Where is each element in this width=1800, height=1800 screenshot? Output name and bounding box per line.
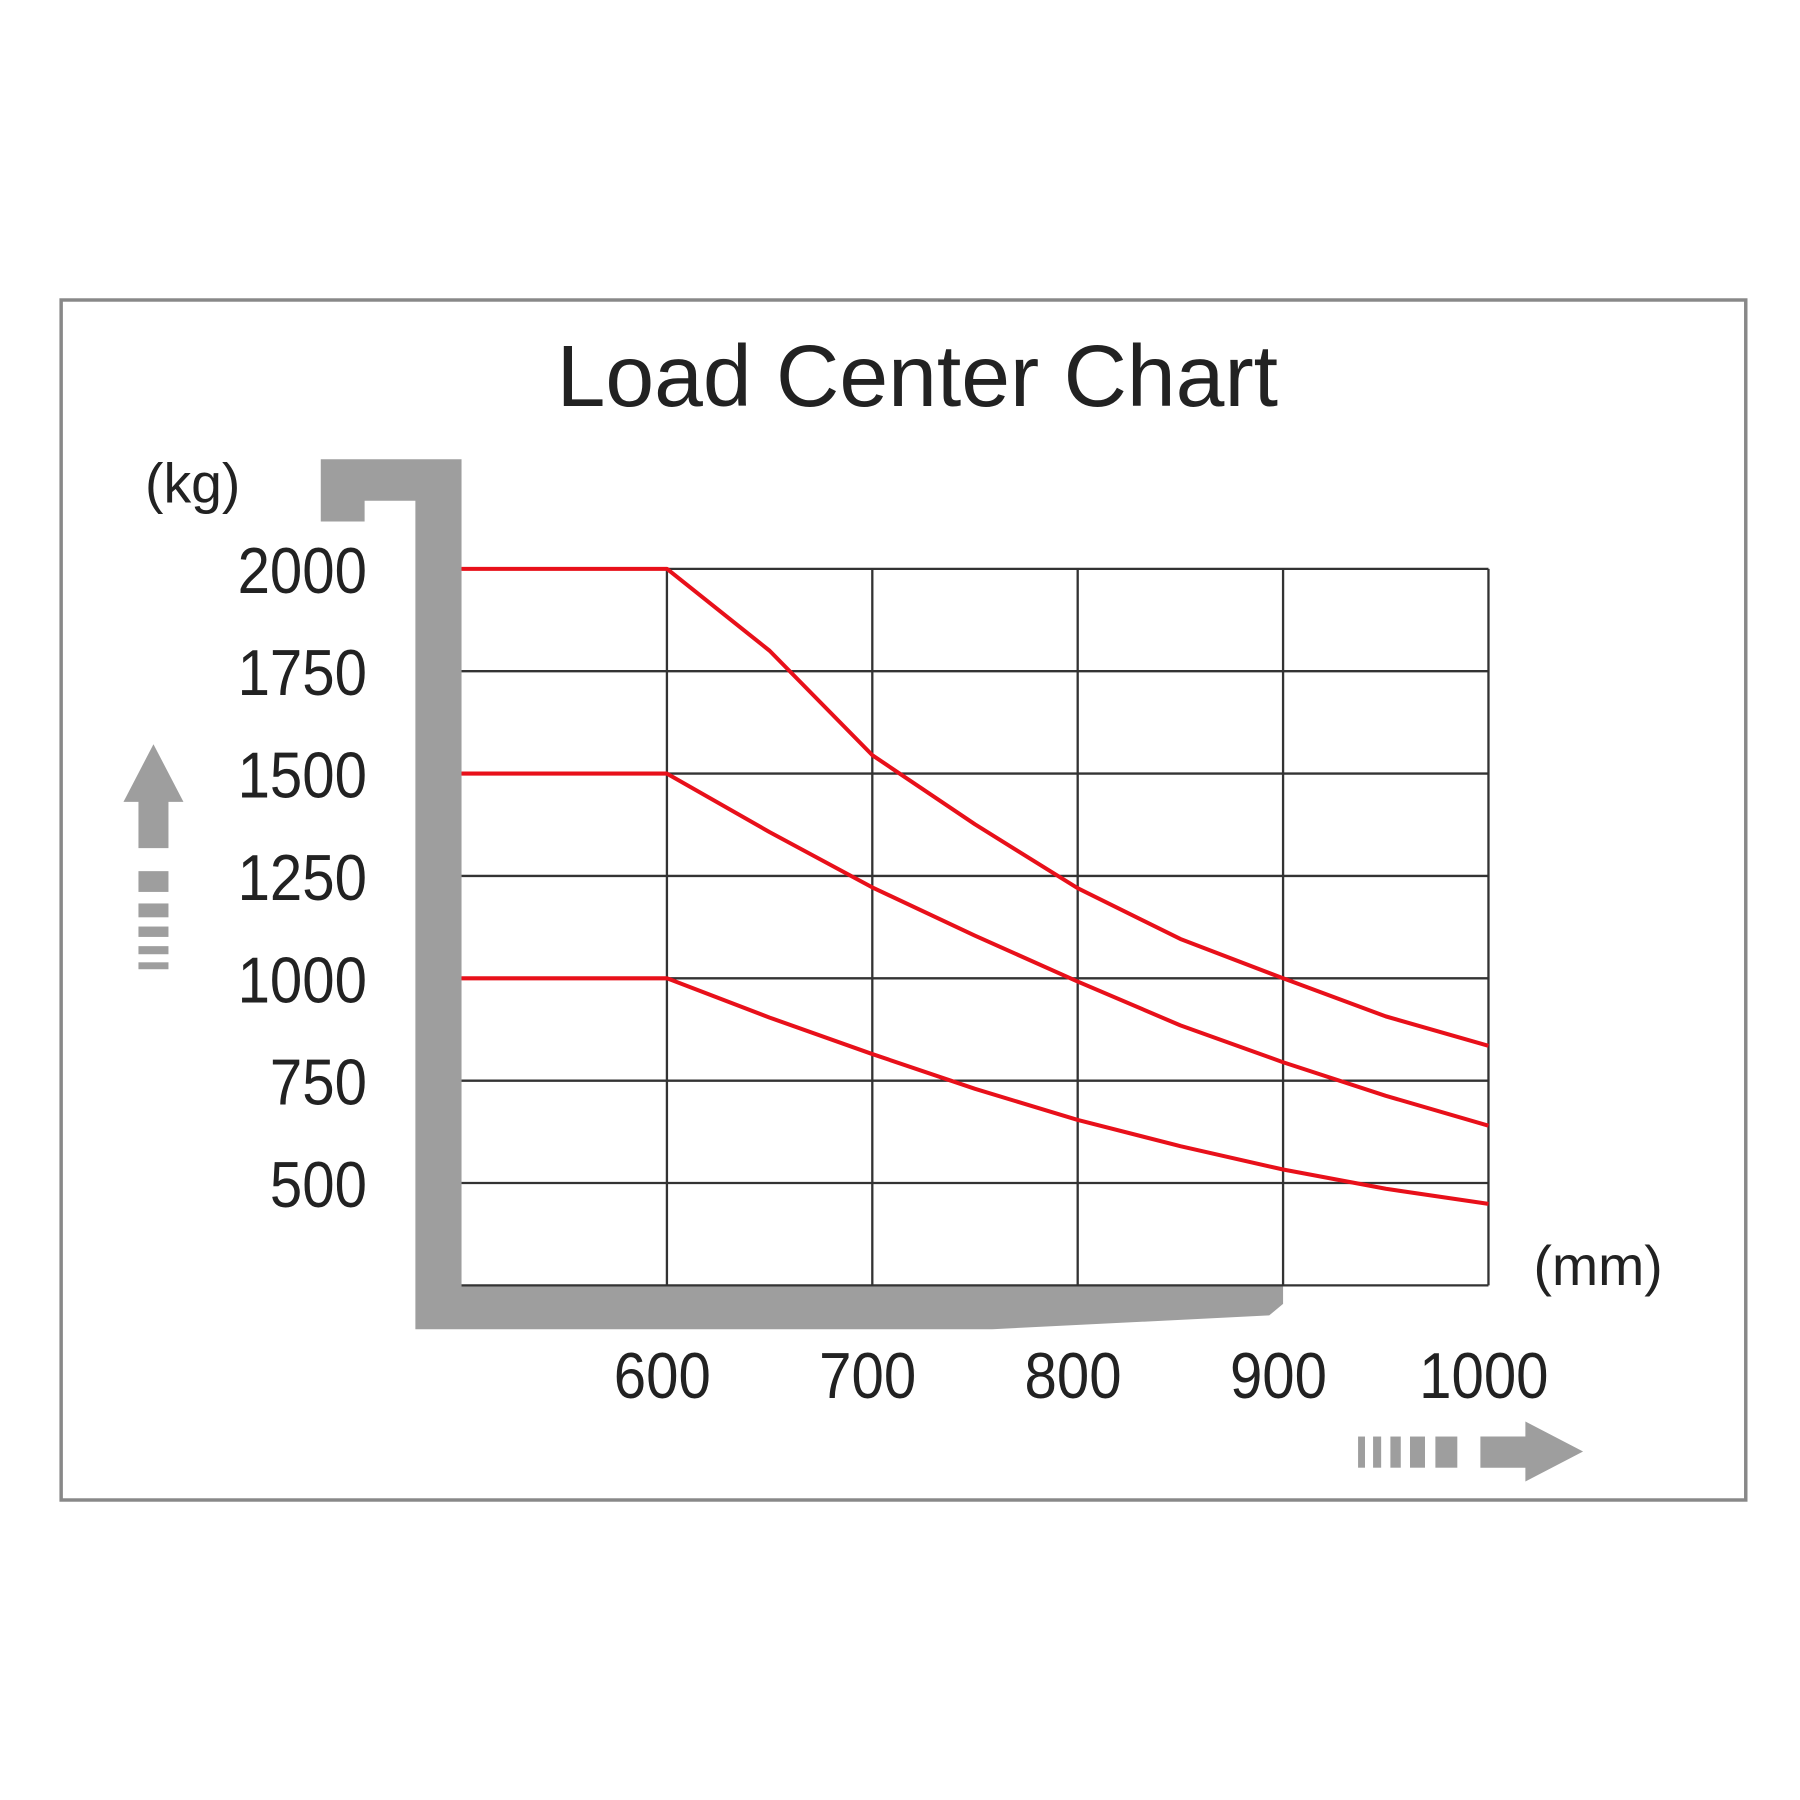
y-tick-label: 1000 bbox=[238, 944, 367, 1017]
series-line bbox=[461, 976, 1489, 1206]
y-tick-label: 500 bbox=[270, 1149, 367, 1222]
x-axis-label: (mm) bbox=[1534, 1235, 1663, 1297]
chart-title: Load Center Chart bbox=[557, 327, 1278, 425]
y-tick-label: 1500 bbox=[238, 740, 367, 813]
series-line bbox=[461, 566, 1490, 1048]
y-tick-label: 1250 bbox=[238, 842, 367, 915]
y-tick-label: 2000 bbox=[238, 535, 367, 608]
y-axis-label: (kg) bbox=[145, 453, 240, 515]
right-arrow bbox=[1358, 1421, 1584, 1482]
y-tick-label: 750 bbox=[270, 1047, 367, 1120]
x-tick-label: 600 bbox=[614, 1340, 711, 1413]
fork-shape bbox=[320, 459, 1284, 1330]
series-line bbox=[461, 771, 1490, 1128]
x-tick-label: 800 bbox=[1025, 1340, 1122, 1413]
x-tick-label: 700 bbox=[819, 1340, 916, 1413]
x-tick-label: 900 bbox=[1230, 1340, 1327, 1413]
y-tick-label: 1750 bbox=[238, 637, 367, 710]
x-tick-label: 1000 bbox=[1419, 1340, 1548, 1413]
